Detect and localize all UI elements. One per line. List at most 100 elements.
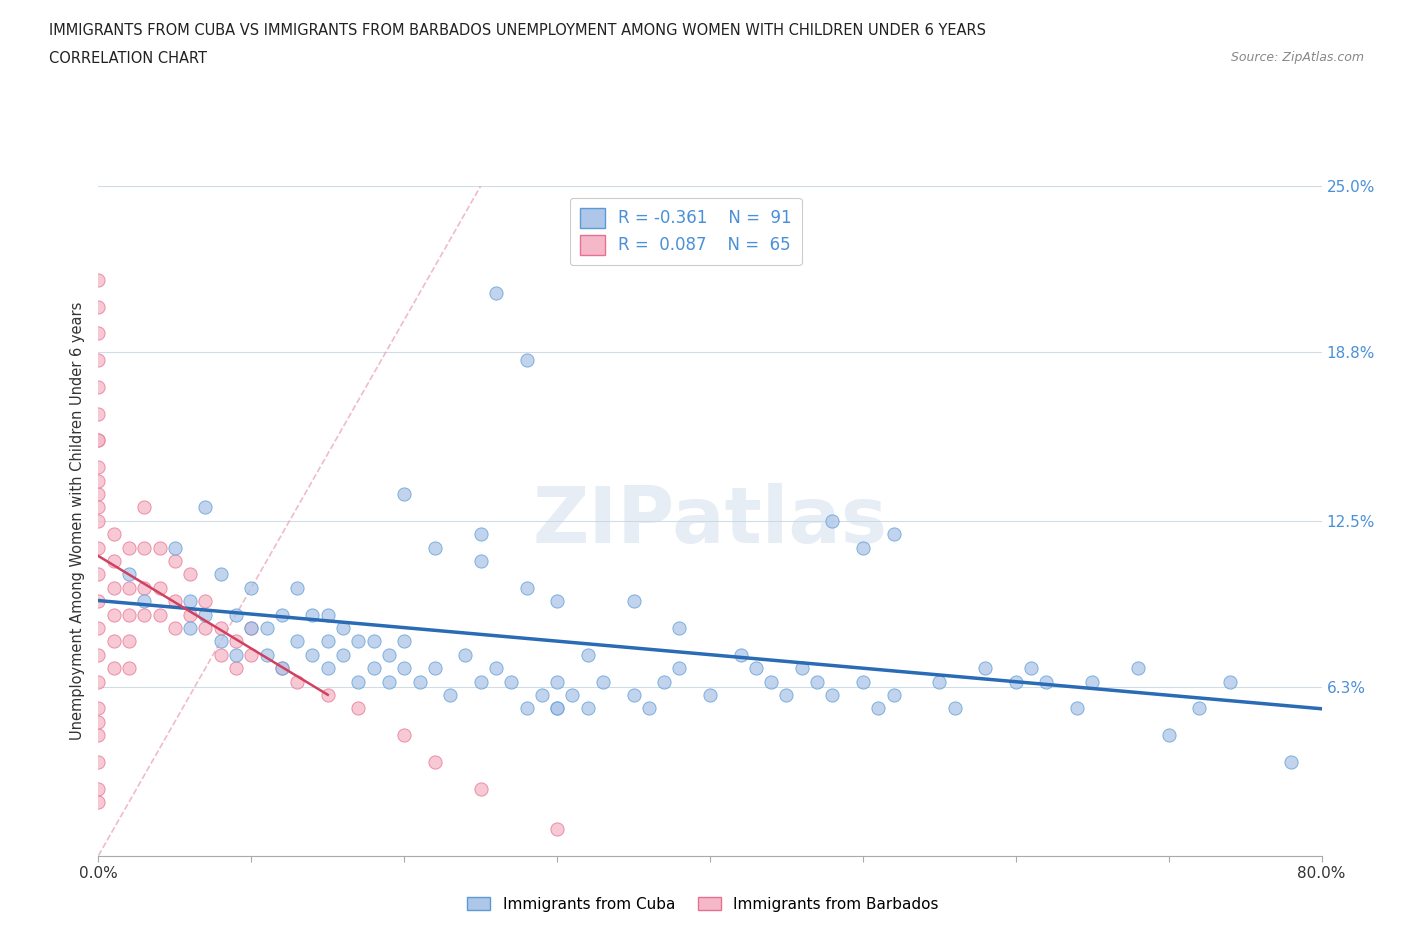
Point — [392, 660, 416, 675]
Point — [103, 526, 125, 541]
Point — [516, 701, 538, 716]
Point — [285, 634, 308, 649]
Point — [470, 674, 492, 689]
Point — [392, 486, 416, 501]
Point — [87, 299, 110, 314]
Point — [225, 647, 247, 662]
Point — [745, 660, 768, 675]
Point — [87, 473, 110, 488]
Point — [1279, 754, 1302, 769]
Point — [194, 620, 217, 635]
Point — [270, 607, 292, 622]
Point — [87, 647, 110, 662]
Point — [134, 540, 156, 555]
Point — [883, 687, 905, 702]
Point — [485, 286, 508, 300]
Point — [209, 567, 232, 582]
Point — [363, 634, 385, 649]
Point — [87, 727, 110, 742]
Point — [87, 433, 110, 448]
Point — [87, 674, 110, 689]
Point — [316, 607, 339, 622]
Point — [668, 620, 690, 635]
Point — [163, 553, 186, 568]
Point — [149, 540, 172, 555]
Y-axis label: Unemployment Among Women with Children Under 6 years: Unemployment Among Women with Children U… — [70, 301, 86, 740]
Point — [256, 620, 278, 635]
Point — [87, 433, 110, 448]
Point — [1081, 674, 1104, 689]
Point — [163, 620, 186, 635]
Point — [1128, 660, 1150, 675]
Point — [501, 674, 523, 689]
Point — [87, 701, 110, 716]
Point — [470, 781, 492, 796]
Point — [103, 634, 125, 649]
Point — [546, 674, 568, 689]
Point — [270, 660, 292, 675]
Point — [118, 540, 141, 555]
Point — [363, 660, 385, 675]
Point — [270, 660, 292, 675]
Point — [118, 580, 141, 595]
Point — [87, 272, 110, 287]
Point — [179, 567, 201, 582]
Point — [103, 553, 125, 568]
Point — [209, 634, 232, 649]
Point — [821, 513, 844, 528]
Point — [974, 660, 997, 675]
Point — [134, 593, 156, 608]
Point — [623, 687, 645, 702]
Point — [1035, 674, 1057, 689]
Point — [423, 540, 446, 555]
Point — [87, 500, 110, 515]
Point — [546, 701, 568, 716]
Point — [118, 567, 141, 582]
Point — [775, 687, 797, 702]
Legend: R = -0.361    N =  91, R =  0.087    N =  65: R = -0.361 N = 91, R = 0.087 N = 65 — [569, 198, 801, 265]
Point — [546, 821, 568, 836]
Point — [240, 620, 263, 635]
Point — [1019, 660, 1042, 675]
Point — [759, 674, 782, 689]
Point — [163, 593, 186, 608]
Legend: Immigrants from Cuba, Immigrants from Barbados: Immigrants from Cuba, Immigrants from Ba… — [461, 890, 945, 918]
Point — [790, 660, 813, 675]
Point — [149, 607, 172, 622]
Point — [392, 727, 416, 742]
Point — [546, 593, 568, 608]
Point — [423, 660, 446, 675]
Point — [87, 781, 110, 796]
Point — [392, 634, 416, 649]
Point — [194, 607, 217, 622]
Point — [347, 634, 370, 649]
Point — [118, 634, 141, 649]
Point — [454, 647, 477, 662]
Point — [546, 701, 568, 716]
Point — [87, 794, 110, 809]
Point — [134, 500, 156, 515]
Point — [87, 540, 110, 555]
Point — [103, 660, 125, 675]
Point — [1188, 701, 1211, 716]
Point — [118, 607, 141, 622]
Point — [301, 607, 323, 622]
Point — [240, 620, 263, 635]
Point — [225, 607, 247, 622]
Point — [1004, 674, 1026, 689]
Point — [179, 607, 201, 622]
Point — [332, 647, 354, 662]
Point — [516, 580, 538, 595]
Point — [225, 660, 247, 675]
Point — [134, 580, 156, 595]
Point — [378, 647, 401, 662]
Point — [87, 352, 110, 367]
Point — [103, 580, 125, 595]
Point — [87, 567, 110, 582]
Point — [347, 701, 370, 716]
Point — [623, 593, 645, 608]
Text: CORRELATION CHART: CORRELATION CHART — [49, 51, 207, 66]
Text: IMMIGRANTS FROM CUBA VS IMMIGRANTS FROM BARBADOS UNEMPLOYMENT AMONG WOMEN WITH C: IMMIGRANTS FROM CUBA VS IMMIGRANTS FROM … — [49, 23, 986, 38]
Point — [943, 701, 966, 716]
Point — [194, 593, 217, 608]
